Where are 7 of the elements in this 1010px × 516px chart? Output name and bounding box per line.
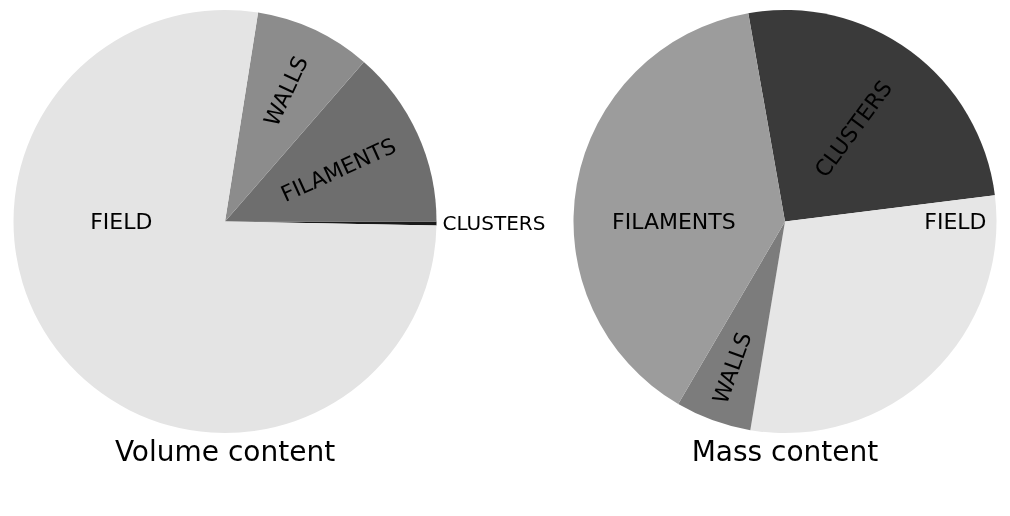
text: Mass content <box>691 435 879 468</box>
slice-label: CLUSTERS <box>442 211 546 236</box>
slice-label: FILAMENTS <box>612 209 736 234</box>
text: Volume content <box>114 435 336 468</box>
slice-label: FIELD <box>90 209 153 234</box>
pie-slice <box>13 10 437 433</box>
slice-label: FIELD <box>924 209 987 234</box>
